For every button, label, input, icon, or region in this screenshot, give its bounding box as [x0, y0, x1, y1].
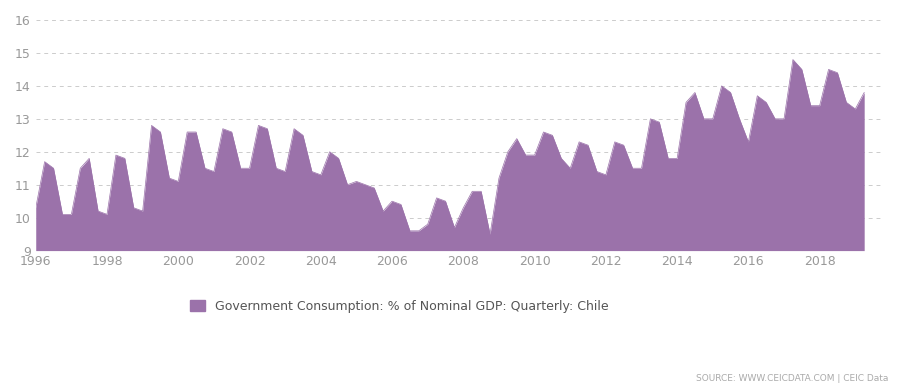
Text: SOURCE: WWW.CEICDATA.COM | CEIC Data: SOURCE: WWW.CEICDATA.COM | CEIC Data	[696, 374, 888, 383]
Legend: Government Consumption: % of Nominal GDP: Quarterly: Chile: Government Consumption: % of Nominal GDP…	[186, 295, 614, 318]
